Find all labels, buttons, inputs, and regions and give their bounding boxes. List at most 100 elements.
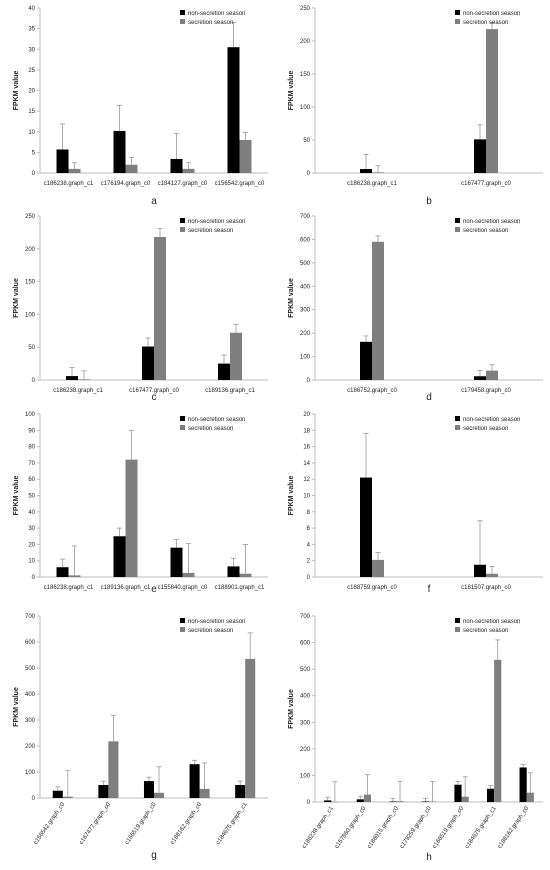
x-tick-label: c188759.graph_c0 [347, 585, 397, 591]
x-tick-label: c179259.graph_c0 [399, 805, 433, 850]
bar-secretion [125, 164, 138, 173]
bar-non-secretion [360, 169, 372, 173]
bar-non-secretion [227, 566, 240, 577]
y-tick-label: 600 [300, 641, 311, 647]
x-tick-label: c186238.graph_c1 [44, 181, 94, 187]
chart-svg-d: 0 100 200 300 400 500 600 700 FPKM value c186752.… [288, 214, 543, 403]
legend-label: secretion season [463, 628, 508, 634]
x-tick-label: c181507.graph_c0 [461, 585, 511, 591]
legend-label: secretion season [188, 20, 233, 26]
y-axis-title: FPKM value [13, 687, 20, 727]
y-tick-label: 200 [25, 744, 36, 750]
legend-swatch [180, 10, 185, 15]
chart-svg-a: 0 5 10 15 20 25 30 35 40 FPKM value c186238.graph_… [13, 6, 268, 207]
chart-panel-h: 0 100 200 300 400 500 600 700 FPKM value c186238.… [275, 606, 550, 870]
y-tick-label: 600 [25, 640, 36, 646]
legend-swatch [180, 416, 185, 421]
y-tick-label: 150 [300, 72, 311, 78]
bar-non-secretion [474, 376, 486, 380]
panel-letter: h [426, 852, 432, 863]
x-tick-label: c189136.graph_c1 [101, 585, 151, 591]
bar-secretion [486, 370, 498, 380]
legend-label: non-secretion season [463, 619, 520, 625]
y-tick-label: 10 [303, 494, 310, 500]
y-tick-label: 90 [28, 428, 35, 434]
legend-swatch [180, 425, 185, 430]
y-tick-label: 200 [300, 39, 311, 45]
legend-swatch [455, 627, 460, 632]
y-tick-label: 300 [300, 308, 311, 314]
y-tick-label: 600 [300, 237, 311, 243]
y-tick-label: 16 [303, 445, 310, 451]
bar-secretion [372, 559, 384, 577]
y-axis-title: FPKM value [13, 278, 20, 318]
y-axis-title: FPKM value [13, 71, 20, 111]
y-tick-label: 2 [307, 559, 311, 565]
y-tick-label: 70 [28, 461, 35, 467]
x-tick-label: c186238.graph_c1 [347, 181, 397, 187]
panel-letter: d [426, 392, 432, 403]
y-tick-label: 400 [300, 694, 311, 700]
y-tick-label: 30 [28, 526, 35, 532]
x-tick-label: c156542.graph_c0 [33, 801, 67, 846]
y-tick-label: 20 [28, 542, 35, 548]
chart-svg-f: 0 2 4 6 8 10 12 14 16 18 20 FPKM value c188759.graph… [288, 412, 543, 595]
y-axis-title: FPKM value [13, 476, 20, 516]
y-tick-label: 0 [32, 575, 36, 581]
panel-letter: f [428, 584, 431, 595]
legend-label: secretion season [188, 228, 233, 234]
legend-swatch [455, 618, 460, 623]
y-tick-label: 100 [25, 312, 36, 318]
y-axis-title: FPKM value [288, 476, 295, 516]
legend-label: secretion season [463, 20, 508, 26]
x-tick-label: c166519.graph_c0 [432, 805, 466, 850]
bar-non-secretion [356, 799, 364, 802]
bar-non-secretion [218, 363, 230, 380]
chart-panel-b: 0 50 100 150 200 250 FPKM value c186238.graph_c… [275, 0, 550, 212]
bar-non-secretion [235, 785, 246, 798]
x-tick-label: c184127.graph_c0 [158, 181, 208, 187]
legend-label: non-secretion season [188, 417, 245, 423]
bar-secretion [182, 168, 195, 173]
y-tick-label: 60 [28, 477, 35, 483]
y-tick-label: 50 [28, 345, 35, 351]
bar-non-secretion [170, 158, 183, 173]
legend-swatch [180, 227, 185, 232]
x-tick-label: c167477.graph_c0 [129, 388, 179, 394]
x-tick-label: c188901.graph_c1 [215, 585, 265, 591]
x-tick-label: c156542.graph_c0 [215, 181, 265, 187]
y-tick-label: 50 [28, 494, 35, 500]
y-tick-label: 18 [303, 428, 310, 434]
bar-non-secretion [360, 341, 372, 380]
bar-secretion [331, 801, 339, 803]
bar-non-secretion [98, 785, 109, 798]
bar-non-secretion [170, 547, 183, 577]
legend-label: non-secretion season [188, 11, 245, 17]
y-tick-label: 150 [25, 280, 36, 286]
y-tick-label: 400 [300, 284, 311, 290]
bar-secretion [372, 241, 384, 380]
bar-secretion [526, 792, 534, 802]
x-tick-label: c184675.graph_c1 [215, 801, 249, 846]
y-tick-label: 20 [303, 412, 310, 418]
y-tick-label: 700 [300, 214, 311, 220]
y-tick-label: 50 [303, 138, 310, 144]
y-tick-label: 10 [28, 130, 35, 136]
y-tick-label: 80 [28, 445, 35, 451]
y-tick-label: 100 [300, 105, 311, 111]
chart-svg-b: 0 50 100 150 200 250 FPKM value c186238.graph_c… [288, 6, 543, 207]
y-tick-label: 0 [307, 171, 311, 177]
chart-panel-a: 0 5 10 15 20 25 30 35 40 FPKM value c186238.graph_… [0, 0, 275, 212]
x-tick-label: c167477.graph_c0 [461, 181, 511, 187]
bar-non-secretion [113, 130, 126, 173]
y-tick-label: 8 [307, 510, 311, 516]
bar-secretion [396, 801, 404, 802]
bar-non-secretion [519, 767, 527, 802]
y-tick-label: 200 [25, 247, 36, 253]
bar-secretion [78, 379, 90, 380]
x-tick-label: c189136.graph_c1 [205, 388, 255, 394]
bar-non-secretion [454, 784, 462, 802]
y-tick-label: 500 [300, 667, 311, 673]
y-tick-label: 100 [300, 773, 311, 779]
y-tick-label: 500 [300, 261, 311, 267]
